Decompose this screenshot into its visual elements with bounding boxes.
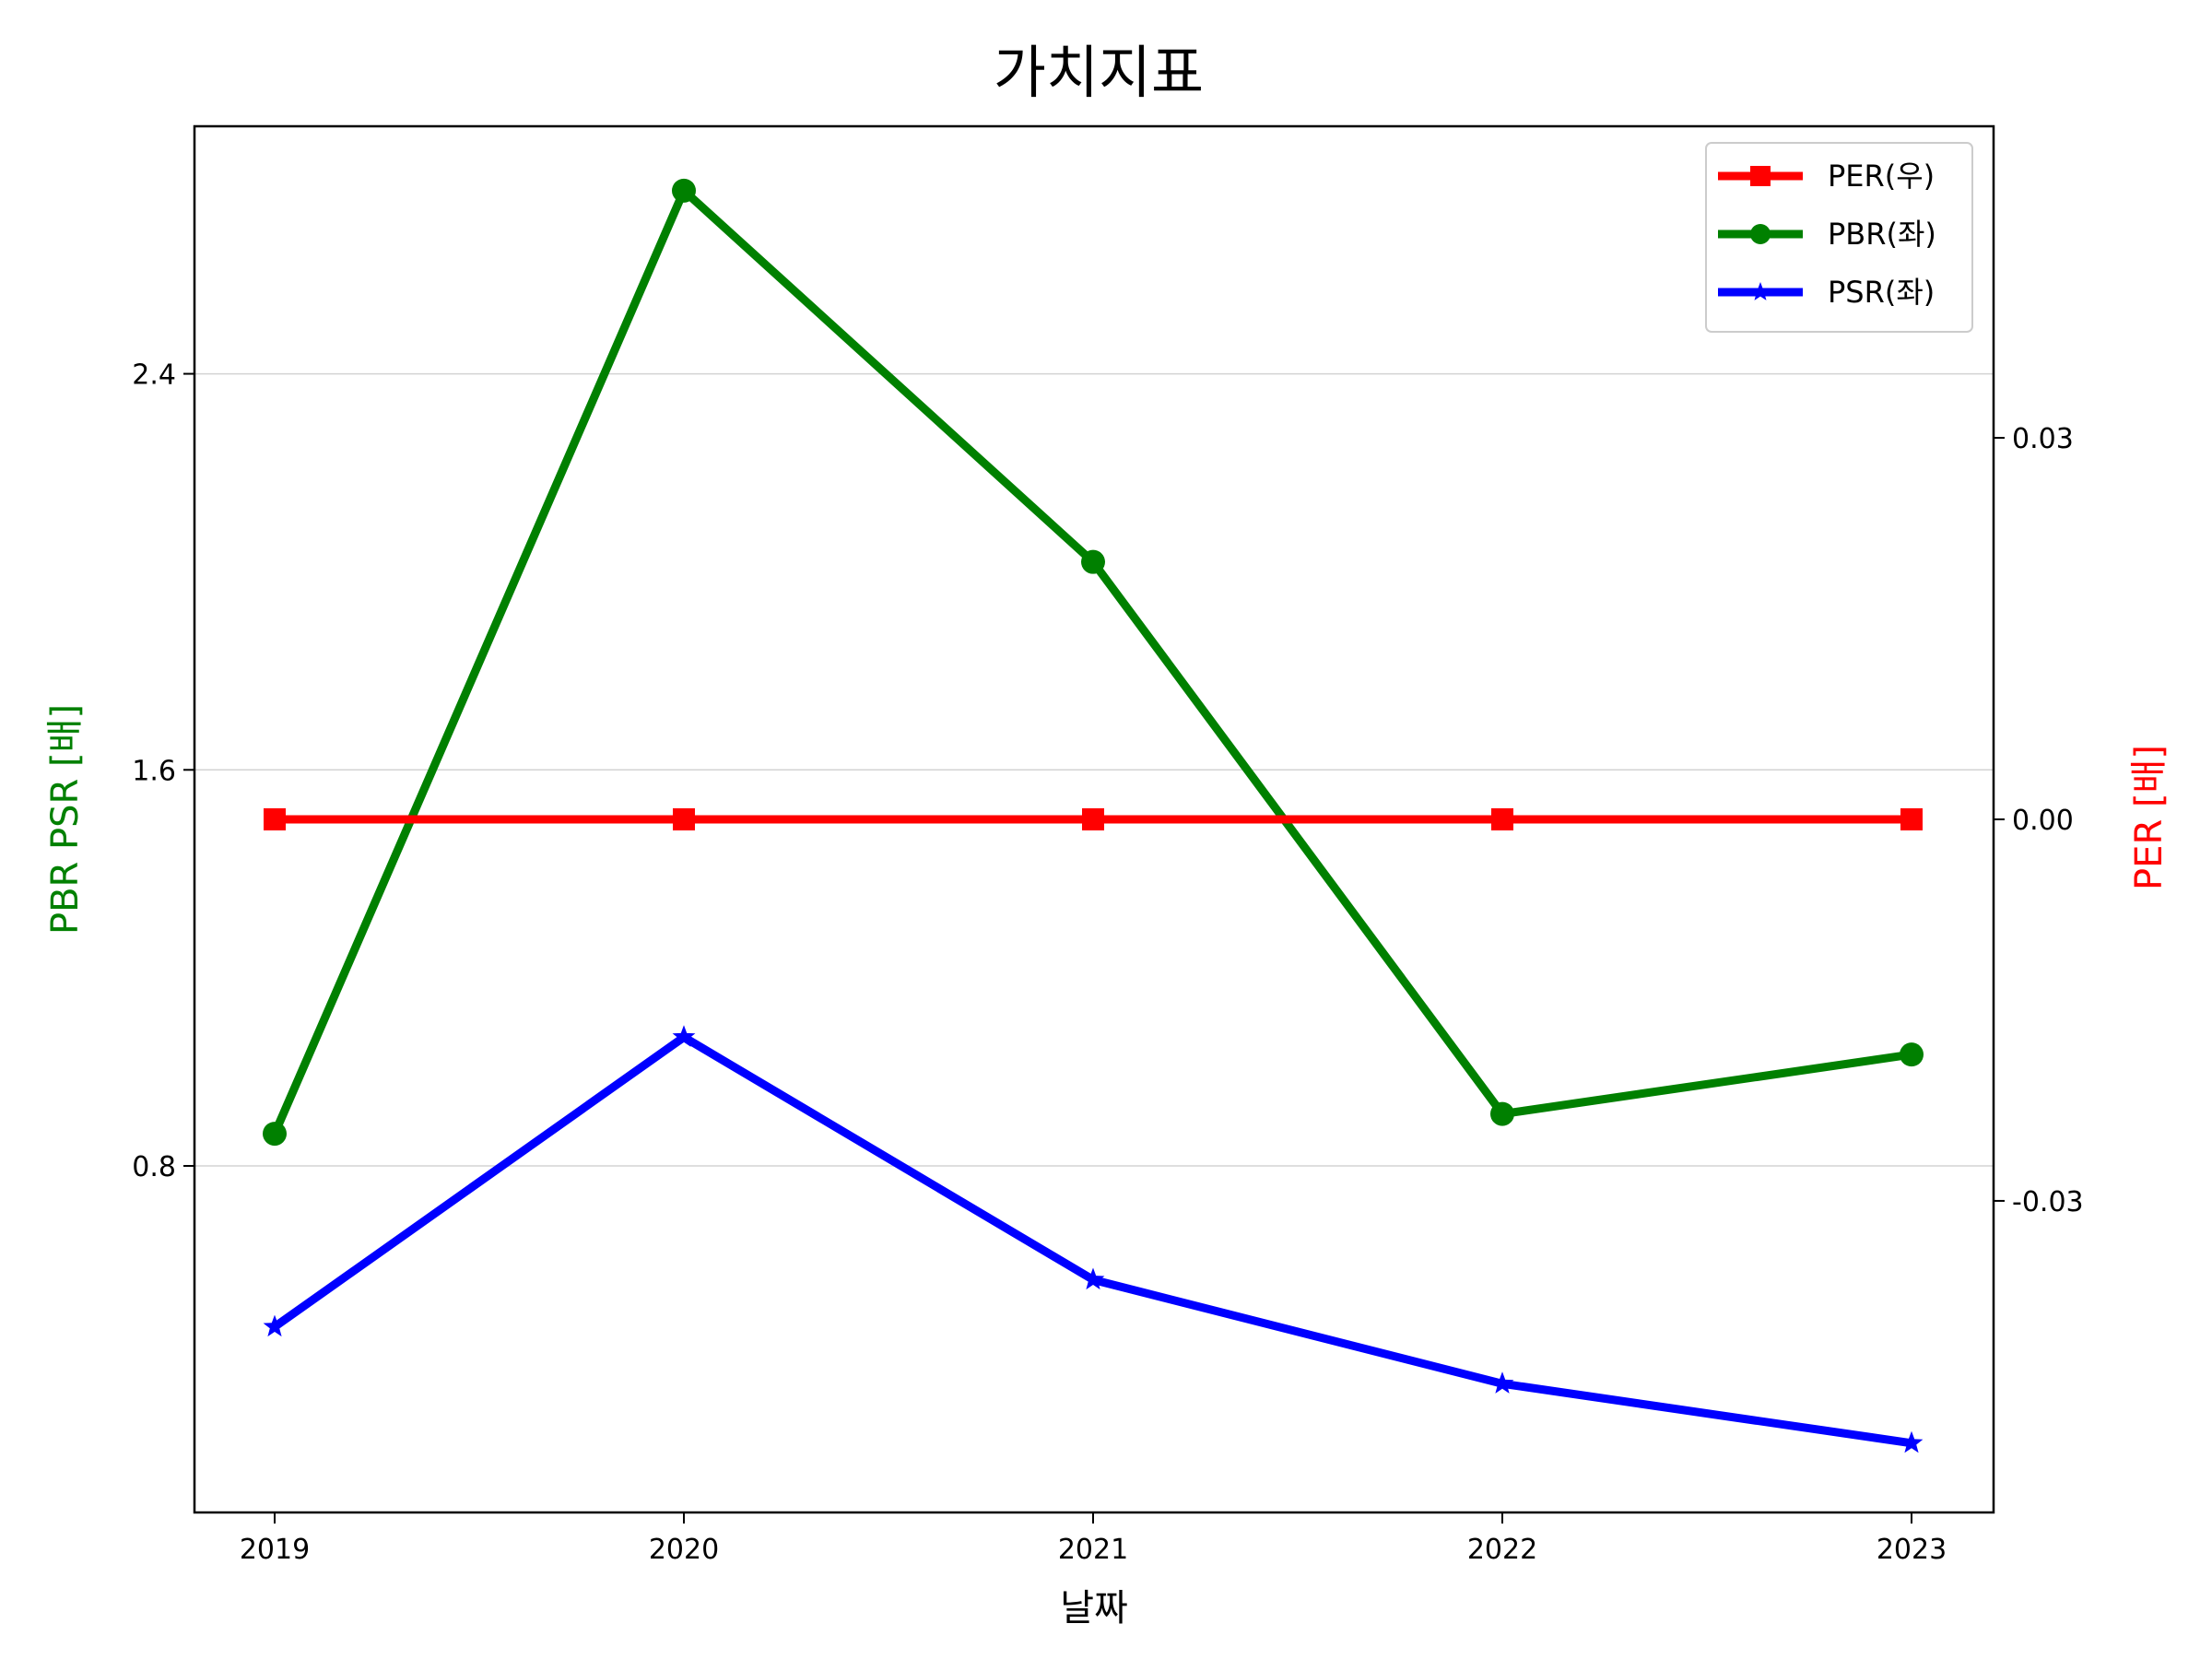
data-point (672, 178, 696, 203)
series-PER(우) (264, 808, 1923, 830)
x-tick-label: 2020 (649, 1534, 719, 1566)
y-axis-left-title: PBR PSR [배] (44, 704, 87, 935)
data-point (1081, 549, 1105, 574)
y-left-tick-label: 0.8 (132, 1151, 176, 1183)
legend-label: PSR(좌) (1828, 275, 1935, 310)
legend-swatch-marker (1750, 224, 1771, 244)
data-point (1490, 1371, 1514, 1394)
legend-entry: PBR(좌) (1718, 217, 1936, 252)
data-point (1491, 808, 1513, 830)
data-point (264, 808, 286, 830)
x-tick-label: 2023 (1877, 1534, 1947, 1566)
data-point (1900, 1042, 1924, 1067)
data-point (1900, 1430, 1924, 1453)
legend: PER(우) PBR(좌) PSR(좌) (1705, 142, 1973, 333)
data-point (672, 1025, 696, 1047)
y-axis-left: 0.8 1.6 2.4 (132, 359, 194, 1183)
y-right-tick-label: -0.03 (2012, 1186, 2084, 1218)
chart-title: 가치지표 (994, 39, 1204, 106)
y-left-tick-label: 2.4 (132, 359, 176, 392)
data-point (1081, 1267, 1105, 1290)
y-axis-right-title: PER [배] (2128, 745, 2171, 890)
legend-label: PER(우) (1828, 159, 1935, 194)
data-point (263, 1314, 287, 1337)
legend-swatch-marker (1750, 282, 1771, 300)
x-tick-label: 2021 (1058, 1534, 1128, 1566)
x-tick-label: 2022 (1467, 1534, 1537, 1566)
legend-entry: PSR(좌) (1718, 275, 1935, 310)
data-point (1490, 1101, 1514, 1126)
x-tick-label: 2019 (240, 1534, 310, 1566)
legend-label: PBR(좌) (1828, 217, 1936, 252)
legend-box (1705, 142, 1973, 333)
gridlines (194, 372, 1994, 1167)
series-PBR(좌) (263, 178, 1924, 1147)
data-point (1900, 808, 1923, 830)
data-point (1082, 808, 1104, 830)
legend-entry: PER(우) (1718, 159, 1935, 194)
legend-swatch-marker (1750, 166, 1771, 186)
y-axis-right: -0.03 0.00 0.03 (1994, 423, 2084, 1218)
series-PSR(좌) (263, 1025, 1924, 1453)
x-axis-title: 날짜 (1060, 1587, 1128, 1630)
y-left-tick-label: 1.6 (132, 755, 176, 787)
y-right-tick-label: 0.03 (2012, 423, 2074, 455)
series-layer (263, 178, 1924, 1453)
data-point (263, 1122, 287, 1147)
x-axis: 2019 2020 2021 2022 2023 (240, 1512, 1947, 1566)
y-right-tick-label: 0.00 (2012, 805, 2074, 837)
data-point (673, 808, 695, 830)
